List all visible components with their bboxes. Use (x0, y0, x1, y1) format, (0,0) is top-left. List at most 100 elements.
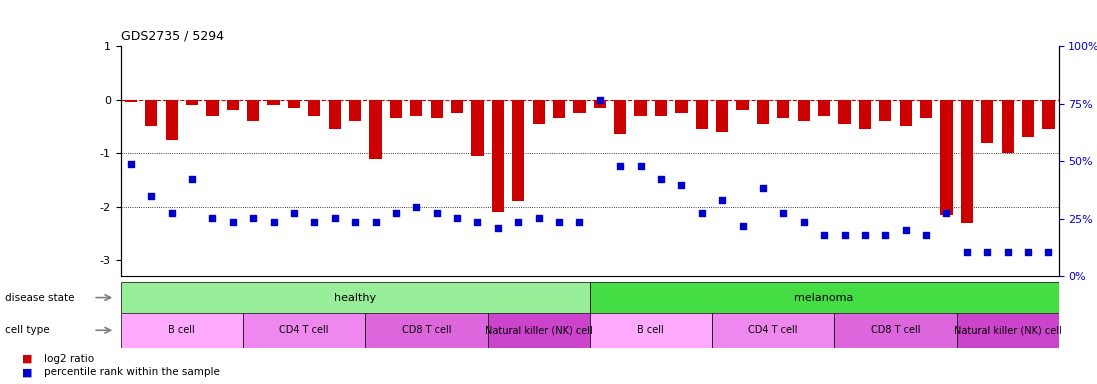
Bar (431, 100, 443, 118)
Text: CD4 T cell: CD4 T cell (748, 325, 798, 335)
Bar (716, 100, 728, 132)
Bar (125, 100, 137, 103)
Text: disease state: disease state (5, 293, 75, 303)
Bar (634, 100, 647, 116)
Point (468, 219, 486, 225)
Point (143, 193, 160, 199)
Point (1040, 249, 1058, 255)
Bar (553, 100, 565, 118)
Point (938, 210, 955, 216)
Point (347, 219, 364, 225)
Point (917, 232, 935, 238)
Bar (308, 100, 320, 116)
Point (795, 219, 813, 225)
Text: B cell: B cell (169, 325, 195, 335)
Point (672, 182, 690, 189)
Bar (451, 100, 463, 113)
Point (999, 249, 1017, 255)
Point (408, 204, 426, 210)
Point (306, 219, 324, 225)
Point (958, 249, 975, 255)
FancyBboxPatch shape (590, 313, 712, 348)
Text: B cell: B cell (637, 325, 664, 335)
Bar (145, 100, 157, 126)
Point (366, 219, 384, 225)
Bar (370, 100, 382, 159)
Point (815, 232, 833, 238)
Text: ■: ■ (22, 354, 33, 364)
Point (326, 215, 343, 221)
Text: CD4 T cell: CD4 T cell (280, 325, 329, 335)
Point (632, 163, 649, 169)
Bar (961, 100, 973, 223)
Bar (1042, 100, 1054, 129)
Bar (859, 100, 871, 129)
Point (1019, 249, 1037, 255)
Point (611, 163, 629, 169)
FancyBboxPatch shape (244, 313, 365, 348)
Point (856, 232, 873, 238)
Text: log2 ratio: log2 ratio (44, 354, 94, 364)
Text: percentile rank within the sample: percentile rank within the sample (44, 367, 219, 377)
Point (734, 223, 751, 229)
Bar (410, 100, 422, 116)
Point (183, 176, 201, 182)
FancyBboxPatch shape (835, 313, 957, 348)
Bar (676, 100, 688, 113)
Bar (777, 100, 790, 118)
Point (570, 219, 588, 225)
Point (245, 215, 262, 221)
Bar (981, 100, 994, 142)
Point (509, 219, 527, 225)
Point (836, 232, 853, 238)
Text: melanoma: melanoma (794, 293, 853, 303)
Bar (920, 100, 932, 118)
Bar (287, 100, 301, 108)
Bar (655, 100, 667, 116)
Point (530, 215, 547, 221)
Text: CD8 T cell: CD8 T cell (402, 325, 451, 335)
Point (449, 215, 466, 221)
Bar (838, 100, 850, 124)
Point (897, 227, 915, 233)
Point (877, 232, 894, 238)
Point (774, 210, 792, 216)
Text: Natural killer (NK) cell: Natural killer (NK) cell (485, 325, 592, 335)
Bar (940, 100, 952, 215)
Point (428, 210, 445, 216)
Point (204, 215, 222, 221)
Bar (818, 100, 830, 116)
Bar (247, 100, 259, 121)
Point (162, 210, 180, 216)
Point (653, 176, 670, 182)
Bar (268, 100, 280, 105)
Point (264, 219, 282, 225)
Bar (512, 100, 524, 202)
Bar (389, 100, 402, 118)
Text: cell type: cell type (5, 325, 50, 335)
Bar (349, 100, 361, 121)
Bar (574, 100, 586, 113)
Bar (736, 100, 748, 110)
Bar (329, 100, 341, 129)
Bar (472, 100, 484, 156)
FancyBboxPatch shape (365, 313, 488, 348)
Bar (532, 100, 545, 124)
Text: healthy: healthy (335, 293, 376, 303)
Point (551, 219, 568, 225)
Point (489, 225, 507, 231)
Bar (593, 100, 606, 108)
Text: Natural killer (NK) cell: Natural killer (NK) cell (953, 325, 1062, 335)
FancyBboxPatch shape (590, 282, 1059, 313)
Bar (798, 100, 810, 121)
Bar (879, 100, 892, 121)
Point (224, 219, 241, 225)
Text: ■: ■ (22, 367, 33, 377)
Bar (1002, 100, 1014, 153)
Point (591, 97, 609, 103)
Point (713, 197, 731, 204)
FancyBboxPatch shape (488, 313, 590, 348)
FancyBboxPatch shape (121, 282, 590, 313)
Text: CD8 T cell: CD8 T cell (871, 325, 920, 335)
Bar (614, 100, 626, 134)
